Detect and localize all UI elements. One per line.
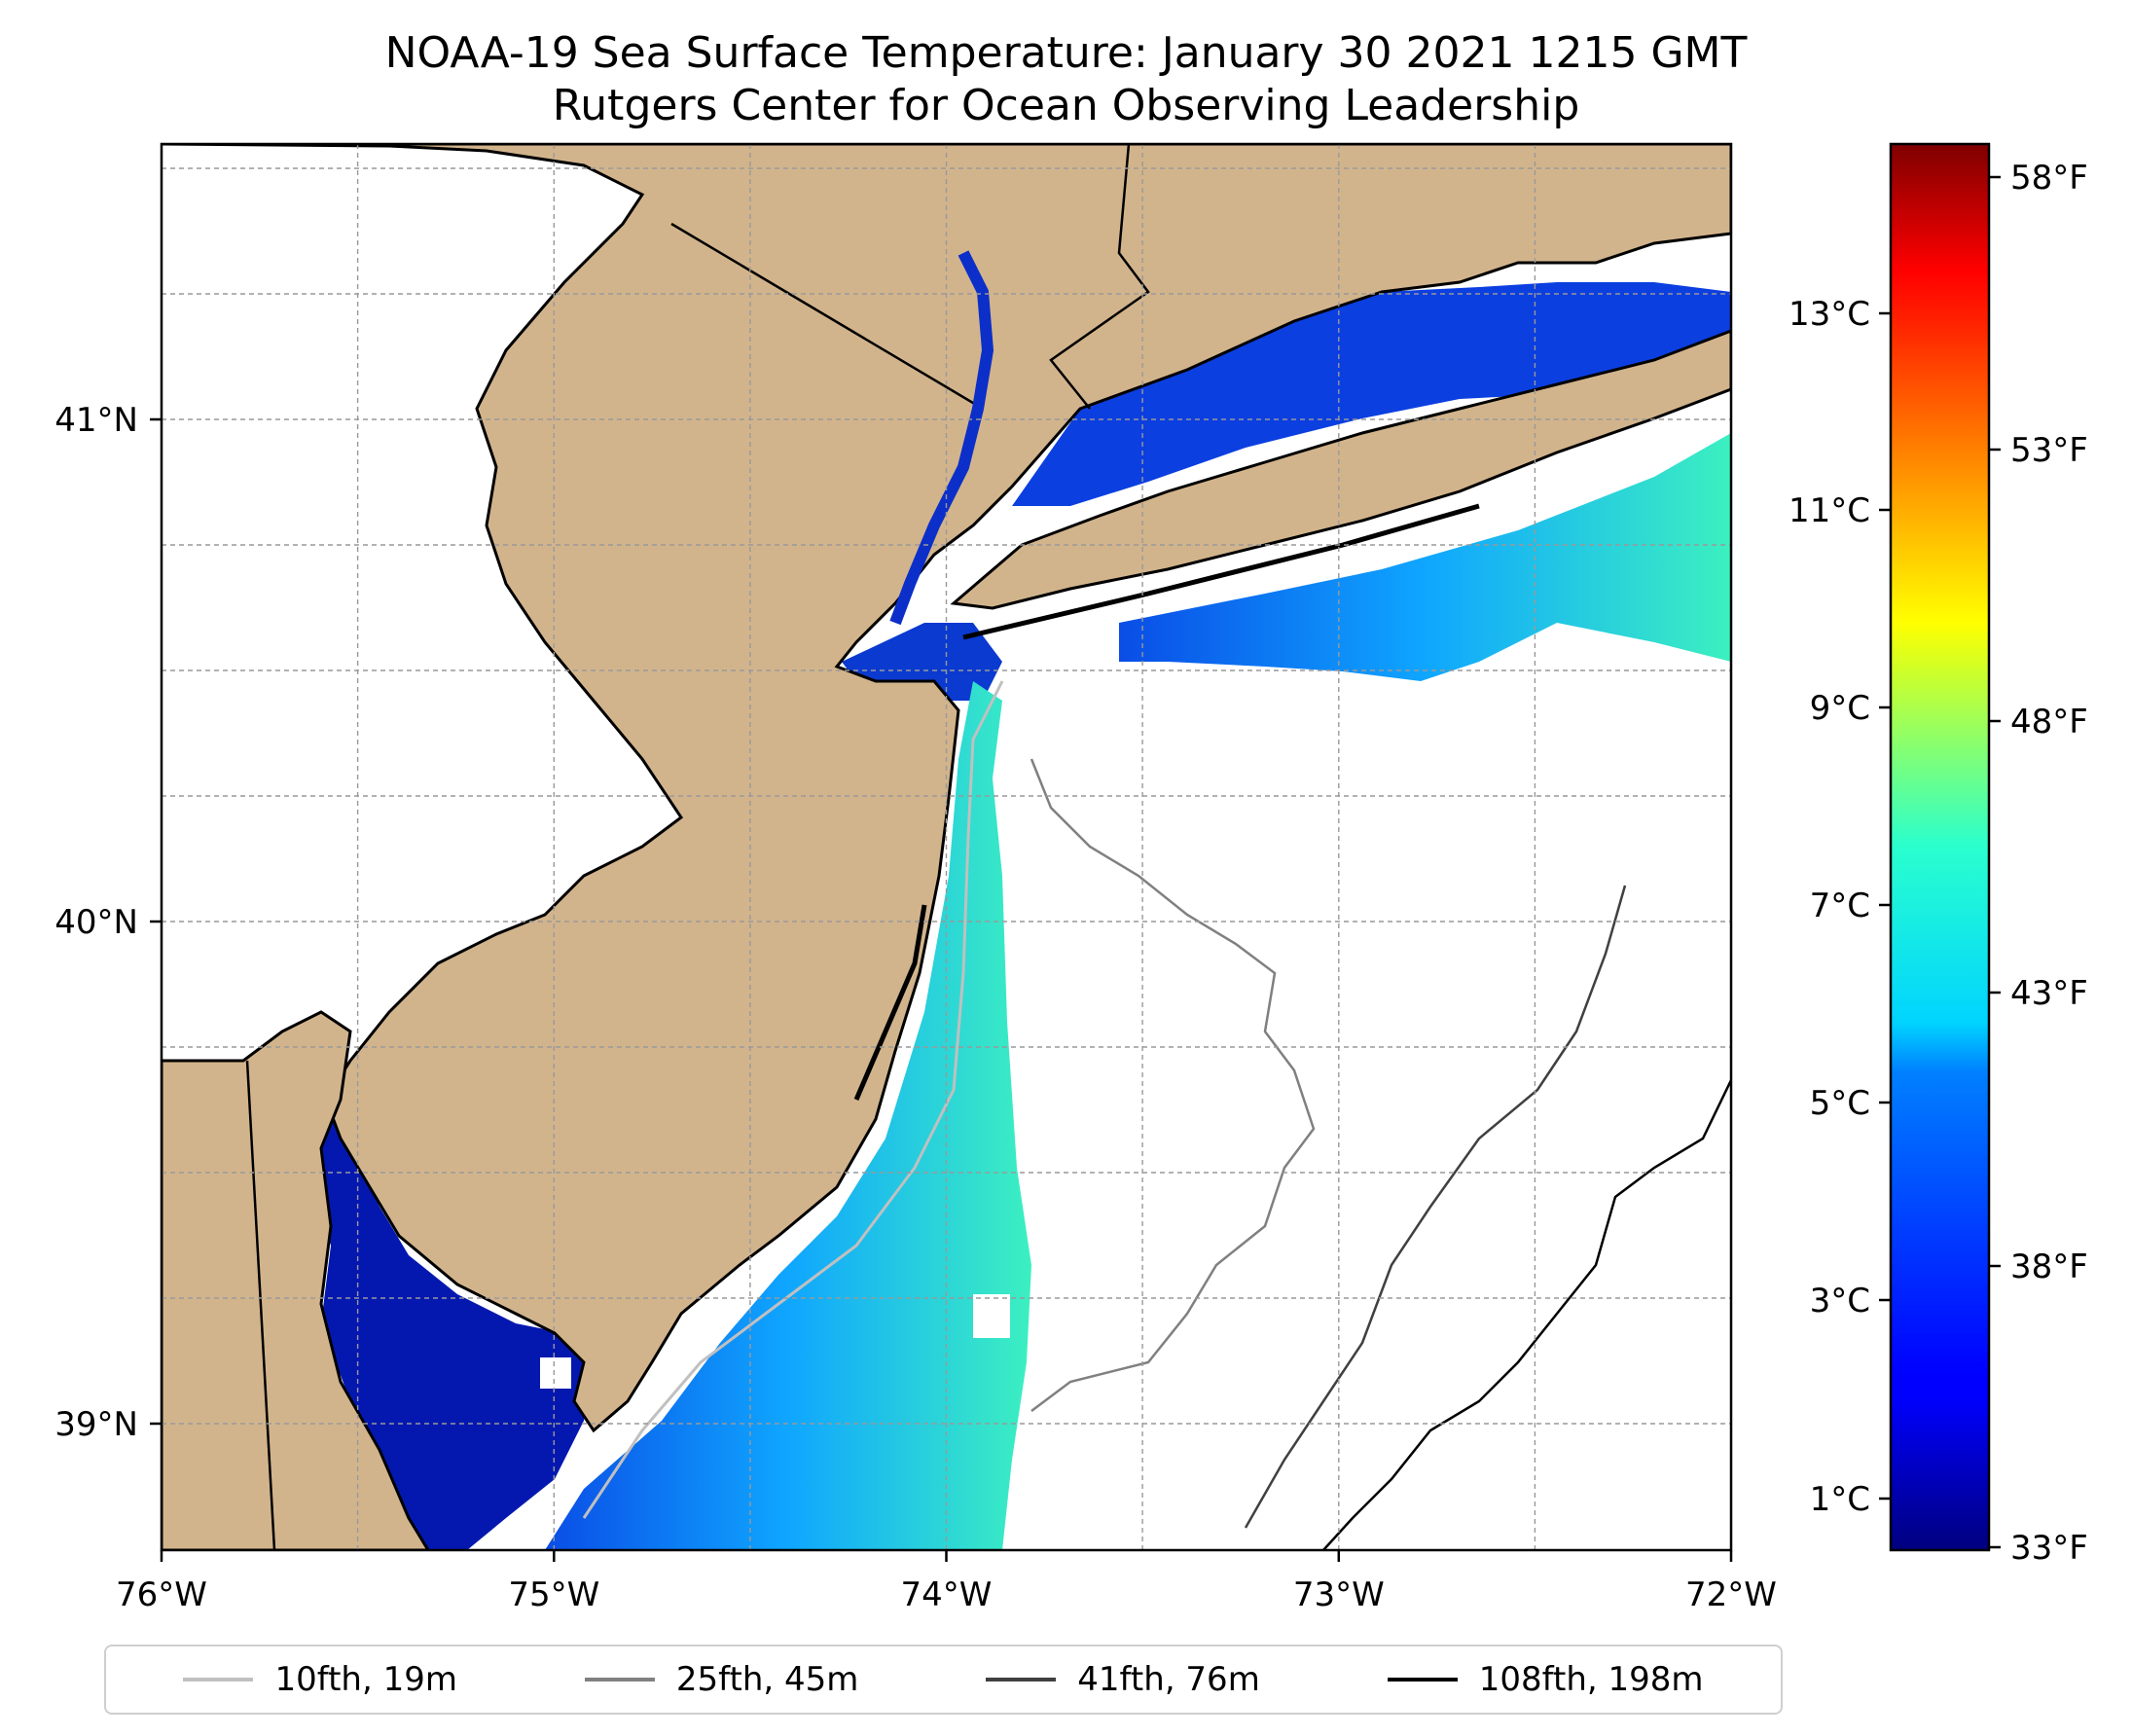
- sst-gap-1: [540, 1357, 571, 1389]
- x-tick-label: 75°W: [508, 1575, 599, 1614]
- legend-label: 41fth, 76m: [1077, 1660, 1260, 1699]
- title-line-1: NOAA-19 Sea Surface Temperature: January…: [384, 28, 1748, 78]
- sst-gap-2: [973, 1294, 1010, 1338]
- land-delmarva: [162, 1010, 430, 1550]
- colorbar-celsius-label: 11°C: [1789, 491, 1870, 530]
- state-border-de: [245, 1060, 276, 1550]
- legend-swatch-108fth: [1387, 1678, 1458, 1682]
- x-tick-label: 76°W: [116, 1575, 207, 1614]
- legend-label: 108fth, 198m: [1478, 1660, 1704, 1699]
- sst-long-island-sound: [1012, 282, 1731, 506]
- barrier-islands-li: [962, 503, 1480, 640]
- sst-nj-coast: [545, 681, 1031, 1550]
- colorbar-fahrenheit-label: 53°F: [2010, 431, 2088, 470]
- colorbar-celsius-label: 13°C: [1789, 295, 1870, 334]
- isobath-45m: [1030, 758, 1316, 1412]
- land-long-island: [950, 329, 1731, 610]
- colorbar-fahrenheit-label: 38°F: [2010, 1248, 2088, 1286]
- isobath-19m: [582, 680, 1004, 1519]
- colorbar: [1889, 142, 1991, 1552]
- legend-item: 10fth, 19m: [183, 1660, 457, 1699]
- isobath-legend: 10fth, 19m 25fth, 45m 41fth, 76m 108fth,…: [104, 1645, 1783, 1715]
- state-border-ny-nj: [670, 222, 984, 411]
- legend-label: 10fth, 19m: [274, 1660, 457, 1699]
- legend-swatch-41fth: [986, 1678, 1057, 1682]
- colorbar-fahrenheit-label: 58°F: [2010, 159, 2088, 198]
- legend-label: 25fth, 45m: [675, 1660, 859, 1699]
- y-tick-label: 41°N: [54, 401, 138, 440]
- barrier-islands-nj: [853, 904, 927, 1101]
- legend-item: 25fth, 45m: [584, 1660, 859, 1699]
- legend-swatch-10fth: [183, 1678, 254, 1682]
- colorbar-celsius-label: 3°C: [1810, 1282, 1870, 1320]
- colorbar-celsius-ticks: [1879, 311, 1891, 1501]
- state-border-ny-ct: [1049, 144, 1150, 410]
- sst-south-long-island: [1119, 433, 1731, 681]
- colorbar-fahrenheit-ticks: [1989, 175, 2001, 1549]
- legend-item: 41fth, 76m: [986, 1660, 1260, 1699]
- y-axis: [150, 417, 162, 1426]
- hudson-river: [889, 250, 994, 626]
- x-tick-label: 73°W: [1293, 1575, 1385, 1614]
- colorbar-celsius-label: 1°C: [1810, 1480, 1870, 1519]
- legend-item: 108fth, 198m: [1387, 1660, 1704, 1699]
- sst-delaware-bay: [311, 1100, 594, 1550]
- x-tick-label: 74°W: [901, 1575, 993, 1614]
- x-axis: [160, 1550, 1733, 1562]
- chart-title: NOAA-19 Sea Surface Temperature: January…: [0, 27, 2132, 132]
- isobath-198m: [1322, 1079, 1731, 1550]
- y-tick-label: 39°N: [54, 1405, 138, 1444]
- colorbar-fahrenheit-label: 33°F: [2010, 1529, 2088, 1568]
- colorbar-fahrenheit-label: 43°F: [2010, 974, 2088, 1013]
- isobath-76m: [1244, 885, 1627, 1529]
- y-tick-label: 40°N: [54, 903, 138, 942]
- title-line-2: Rutgers Center for Ocean Observing Leade…: [552, 81, 1580, 130]
- legend-swatch-25fth: [584, 1678, 655, 1682]
- colorbar-celsius-label: 7°C: [1810, 886, 1870, 925]
- colorbar-fahrenheit-label: 48°F: [2010, 703, 2088, 741]
- colorbar-celsius-label: 9°C: [1810, 689, 1870, 728]
- x-tick-label: 72°W: [1685, 1575, 1777, 1614]
- colorbar-celsius-label: 5°C: [1810, 1084, 1870, 1123]
- gridlines: [162, 144, 1731, 1550]
